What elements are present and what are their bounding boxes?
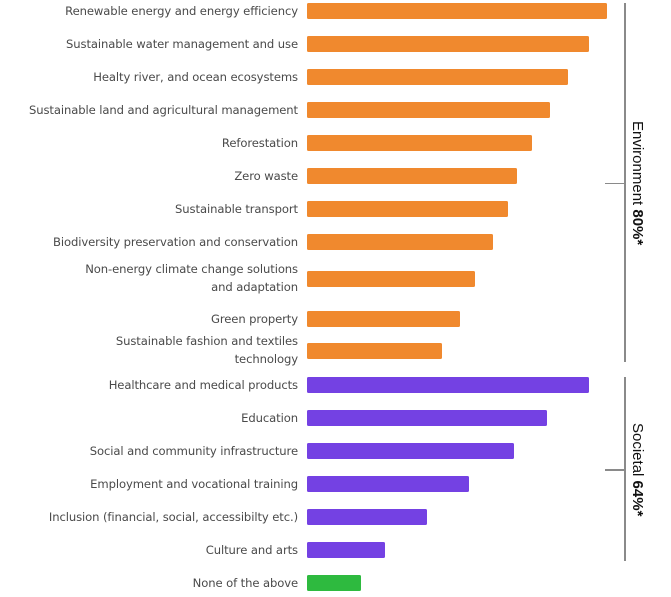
category-label: Non-energy climate change solutions and a… bbox=[85, 260, 298, 296]
category-label: Inclusion (financial, social, accessibil… bbox=[49, 508, 298, 526]
group-share-value: 64%* bbox=[629, 480, 646, 516]
bar-societal bbox=[307, 377, 589, 393]
category-label-line: Sustainable fashion and textiles bbox=[115, 334, 298, 348]
category-label: Healty river, and ocean ecosystems bbox=[93, 68, 298, 86]
category-label-line: Sustainable transport bbox=[175, 202, 298, 216]
category-label-line: and adaptation bbox=[211, 280, 298, 294]
category-label-line: Zero waste bbox=[234, 169, 298, 183]
group-label-environment: Environment 80%* bbox=[629, 121, 646, 245]
category-label-line: Biodiversity preservation and conservati… bbox=[53, 235, 298, 249]
category-label: Social and community infrastructure bbox=[90, 442, 298, 460]
group-bracket-tick bbox=[605, 182, 624, 184]
bar-societal bbox=[307, 476, 469, 492]
category-label-line: Sustainable water management and use bbox=[66, 37, 298, 51]
category-label: Biodiversity preservation and conservati… bbox=[53, 233, 298, 251]
category-label-line: Healty river, and ocean ecosystems bbox=[93, 70, 298, 84]
category-label-line: Renewable energy and energy efficiency bbox=[65, 4, 298, 18]
category-label: Sustainable land and agricultural manage… bbox=[29, 101, 298, 119]
bar-none bbox=[307, 575, 361, 591]
category-label: Zero waste bbox=[234, 167, 298, 185]
category-label: Renewable energy and energy efficiency bbox=[65, 2, 298, 20]
category-label: Culture and arts bbox=[206, 541, 298, 559]
bar-environment bbox=[307, 102, 550, 118]
bar-environment bbox=[307, 271, 475, 287]
category-label-line: None of the above bbox=[192, 576, 298, 590]
category-label-line: Social and community infrastructure bbox=[89, 444, 298, 458]
group-name: Societal bbox=[629, 422, 646, 481]
bar-environment bbox=[307, 3, 607, 19]
bar-environment bbox=[307, 135, 532, 151]
category-label: Sustainable fashion and textiles technolo… bbox=[116, 332, 298, 368]
category-label: Sustainable transport bbox=[175, 200, 298, 218]
group-label-societal: Societal 64%* bbox=[629, 423, 646, 516]
category-label: Sustainable water management and use bbox=[66, 35, 298, 53]
category-label: Healthcare and medical products bbox=[109, 376, 298, 394]
bar-environment bbox=[307, 36, 589, 52]
group-bracket-societal bbox=[624, 377, 626, 561]
group-bracket-tick bbox=[605, 469, 624, 471]
bar-societal bbox=[307, 509, 427, 525]
bar-environment bbox=[307, 343, 442, 359]
category-label: None of the above bbox=[193, 574, 298, 592]
group-share-value: 80%* bbox=[629, 208, 646, 245]
category-label-line: Reforestation bbox=[221, 136, 298, 150]
category-label-line: Employment and vocational training bbox=[90, 477, 298, 491]
category-label: Green property bbox=[211, 310, 298, 328]
category-label-line: Sustainable land and agricultural manage… bbox=[28, 103, 298, 117]
bar-environment bbox=[307, 311, 460, 327]
category-label-line: Healthcare and medical products bbox=[108, 378, 298, 392]
category-label-line: Inclusion (financial, social, accessibil… bbox=[48, 510, 298, 524]
bar-environment bbox=[307, 201, 508, 217]
category-label: Education bbox=[241, 409, 298, 427]
category-label: Reforestation bbox=[222, 134, 298, 152]
group-name: Environment bbox=[629, 120, 646, 209]
group-bracket-environment bbox=[624, 3, 626, 362]
bar-environment bbox=[307, 234, 493, 250]
bar-societal bbox=[307, 410, 547, 426]
bar-societal bbox=[307, 443, 514, 459]
category-label-line: Non-energy climate change solutions bbox=[85, 262, 298, 276]
bar-societal bbox=[307, 542, 385, 558]
bar-environment bbox=[307, 168, 517, 184]
category-label: Employment and vocational training bbox=[90, 475, 298, 493]
category-label-line: Green property bbox=[210, 312, 298, 326]
bar-environment bbox=[307, 69, 568, 85]
category-label-line: Education bbox=[241, 411, 298, 425]
category-label-line: Culture and arts bbox=[205, 543, 298, 557]
category-label-line: technology bbox=[234, 352, 298, 366]
